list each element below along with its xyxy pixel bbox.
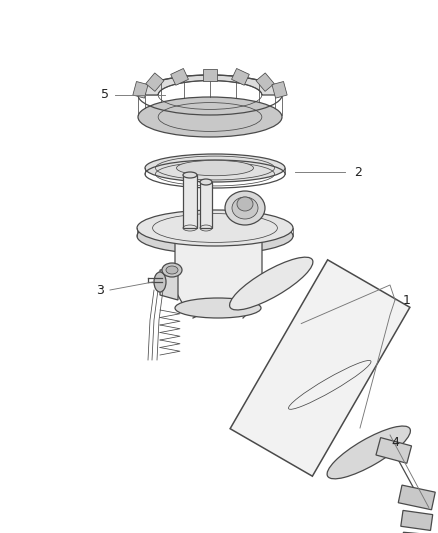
Polygon shape [256,73,274,91]
Ellipse shape [237,197,253,211]
Ellipse shape [200,179,212,185]
Text: 5: 5 [101,88,109,101]
Ellipse shape [166,266,178,274]
Ellipse shape [177,160,254,176]
Ellipse shape [162,263,182,277]
FancyBboxPatch shape [183,175,197,228]
Text: 1: 1 [403,294,411,306]
Polygon shape [203,69,217,81]
Ellipse shape [183,172,197,178]
Ellipse shape [232,197,258,219]
Polygon shape [376,438,412,463]
Ellipse shape [138,97,282,137]
Ellipse shape [154,272,166,292]
Text: 2: 2 [354,166,362,179]
Ellipse shape [137,218,293,254]
Ellipse shape [327,426,410,479]
Polygon shape [146,73,164,91]
Ellipse shape [137,210,293,246]
Ellipse shape [145,154,285,182]
Polygon shape [138,75,282,95]
Text: 4: 4 [391,435,399,448]
FancyBboxPatch shape [200,182,212,228]
Polygon shape [171,68,188,85]
Ellipse shape [230,257,313,310]
Polygon shape [133,82,148,98]
Polygon shape [232,68,249,85]
Polygon shape [230,260,410,476]
Polygon shape [402,532,431,533]
Ellipse shape [175,298,261,318]
Polygon shape [175,236,262,308]
Polygon shape [272,82,287,98]
Polygon shape [160,268,178,300]
Polygon shape [398,485,435,510]
Polygon shape [401,511,433,530]
Text: 3: 3 [96,284,104,296]
Ellipse shape [225,191,265,225]
